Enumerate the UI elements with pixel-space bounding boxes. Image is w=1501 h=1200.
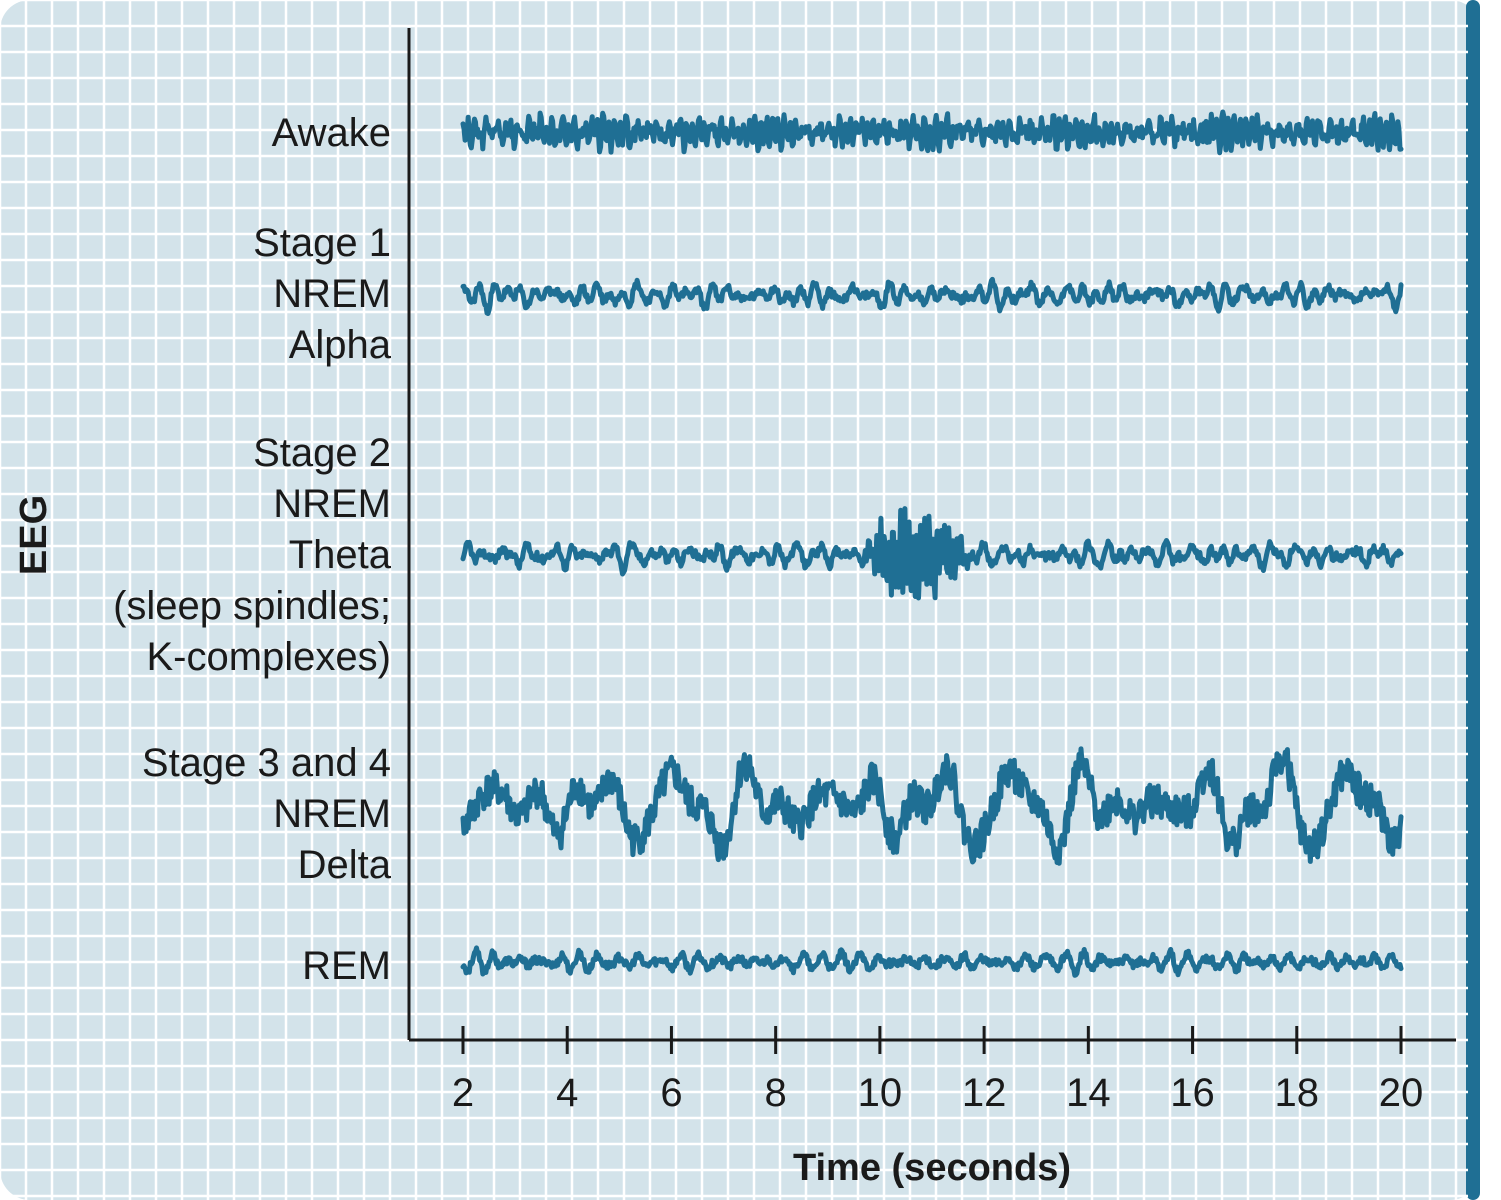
x-tick-label: 6 bbox=[660, 1071, 682, 1115]
eeg-trace-3 bbox=[460, 746, 1404, 866]
eeg-traces bbox=[460, 109, 1404, 978]
x-tick-label: 20 bbox=[1379, 1071, 1424, 1115]
x-tick-label: 14 bbox=[1066, 1071, 1111, 1115]
row-label-line: (sleep spindles; bbox=[113, 584, 391, 628]
eeg-trace-0 bbox=[460, 109, 1404, 156]
eeg-trace-2 bbox=[460, 506, 1404, 601]
row-label-line: Alpha bbox=[289, 323, 392, 367]
row-label-line: K-complexes) bbox=[146, 635, 391, 679]
row-label-line: REM bbox=[302, 944, 391, 988]
row-label-line: NREM bbox=[273, 272, 391, 316]
x-tick-label: 4 bbox=[556, 1071, 578, 1115]
eeg-trace-4 bbox=[460, 945, 1404, 978]
eeg-trace-1 bbox=[460, 276, 1404, 316]
x-tick-label: 8 bbox=[765, 1071, 787, 1115]
row-label-line: Stage 2 bbox=[253, 431, 391, 475]
panel-right-border bbox=[1466, 0, 1480, 1200]
row-labels: Awake Stage 1 NREM Alpha Stage 2 NREM Theta (sl… bbox=[113, 111, 392, 988]
row-label-line: Delta bbox=[298, 843, 392, 887]
row-label-line: Awake bbox=[272, 111, 391, 155]
x-tick-label: 18 bbox=[1275, 1071, 1320, 1115]
row-label-line: Theta bbox=[289, 533, 392, 577]
x-axis-title: Time (seconds) bbox=[793, 1147, 1071, 1189]
y-axis-title: EEG bbox=[13, 495, 55, 575]
row-label-line: Stage 3 and 4 bbox=[142, 741, 391, 785]
x-tick-label: 2 bbox=[452, 1071, 474, 1115]
grid bbox=[0, 0, 1468, 1200]
row-label-line: Stage 1 bbox=[253, 221, 391, 265]
row-label-line: NREM bbox=[273, 482, 391, 526]
row-label-line: NREM bbox=[273, 792, 391, 836]
x-tick-label: 12 bbox=[962, 1071, 1007, 1115]
x-ticks: 2 4 6 8 10 12 14 16 18 20 bbox=[452, 1026, 1423, 1115]
x-tick-label: 16 bbox=[1170, 1071, 1215, 1115]
x-tick-label: 10 bbox=[858, 1071, 903, 1115]
